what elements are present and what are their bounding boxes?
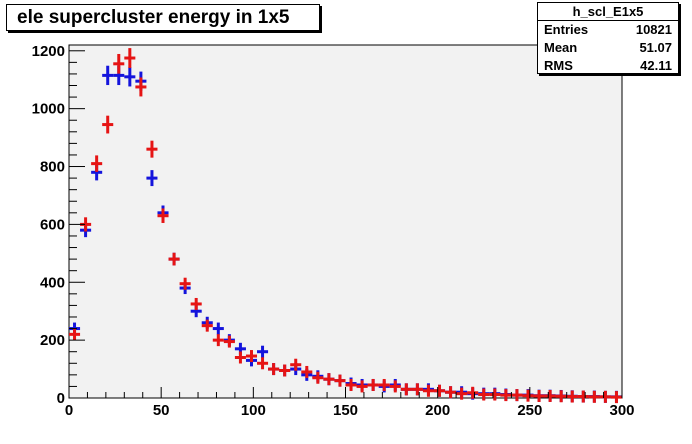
data-point [157, 208, 169, 223]
data-point [257, 357, 269, 370]
data-point [168, 252, 180, 266]
stats-value: 51.07 [639, 40, 672, 55]
data-point [345, 378, 357, 391]
data-point [146, 170, 158, 187]
data-point [279, 364, 291, 377]
data-point [290, 358, 302, 371]
data-point [544, 389, 556, 402]
y-tick-label: 1000 [32, 101, 65, 118]
data-point [577, 390, 589, 403]
data-point [323, 373, 335, 386]
data-point [422, 384, 434, 397]
data-point [301, 365, 313, 378]
chart-title: ele supercluster energy in 1x5 [17, 7, 290, 28]
data-point [91, 155, 103, 172]
data-point [212, 322, 224, 335]
data-point [533, 389, 545, 402]
data-point [257, 345, 269, 358]
data-point [467, 386, 479, 399]
data-point [124, 48, 136, 68]
x-tick-label: 200 [425, 402, 450, 419]
y-tick-label: 800 [40, 159, 65, 176]
title-box: ele supercluster energy in 1x5 [6, 4, 320, 31]
stats-label: Mean [544, 40, 578, 55]
stats-label: RMS [544, 58, 573, 73]
y-tick-label: 1200 [32, 43, 65, 60]
data-point [400, 383, 412, 396]
data-point [566, 390, 578, 403]
data-point [356, 380, 368, 393]
stats-box: h_scl_E1x5 Entries 10821 Mean 51.07 RMS … [537, 2, 679, 74]
data-point [367, 378, 379, 391]
x-axis: 0 50 100 150 200 250 300 [65, 387, 635, 419]
data-point [102, 65, 114, 86]
data-point [135, 77, 147, 97]
data-point [234, 351, 246, 364]
data-point [334, 374, 346, 387]
data-point [124, 67, 136, 87]
data-point [389, 380, 401, 393]
data-point [489, 388, 501, 401]
data-point [599, 390, 611, 403]
stats-histogram-name: h_scl_E1x5 [538, 3, 678, 21]
data-point [610, 391, 622, 404]
y-tick-label: 400 [40, 274, 65, 291]
data-markers [69, 48, 622, 404]
x-tick-label: 150 [333, 402, 358, 419]
data-point [113, 53, 125, 74]
data-point [522, 389, 534, 402]
data-point [478, 388, 490, 401]
data-point [411, 383, 423, 396]
data-point [456, 387, 468, 400]
data-point [102, 115, 114, 134]
data-point [146, 140, 158, 158]
data-point [500, 389, 512, 402]
data-point [511, 389, 523, 402]
data-point [268, 363, 280, 376]
data-point [190, 297, 202, 310]
y-tick-label: 0 [57, 390, 65, 407]
y-axis: 0 200 400 600 800 1000 1200 [32, 43, 85, 407]
x-tick-label: 300 [609, 402, 634, 419]
plot-frame [68, 44, 623, 399]
stats-value: 10821 [635, 22, 672, 37]
data-point [223, 335, 235, 348]
data-point [245, 350, 258, 363]
data-point [69, 328, 81, 341]
data-point [445, 386, 457, 399]
data-point [555, 390, 567, 403]
stats-row-mean: Mean 51.07 [538, 39, 678, 57]
stats-value: 42.11 [640, 58, 672, 73]
stats-row-entries: Entries 10821 [538, 21, 678, 39]
data-point [179, 277, 191, 290]
data-point [433, 384, 446, 397]
x-tick-label: 100 [241, 402, 266, 419]
data-point [588, 390, 600, 403]
y-tick-label: 200 [40, 332, 65, 349]
y-tick-label: 600 [40, 216, 65, 233]
stats-row-rms: RMS 42.11 [538, 57, 678, 75]
stats-label: Entries [544, 22, 589, 37]
x-tick-label: 50 [153, 402, 170, 419]
data-point [212, 334, 224, 347]
data-point [201, 319, 213, 332]
data-point [378, 378, 390, 391]
data-point [312, 371, 324, 384]
x-tick-label: 250 [517, 402, 542, 419]
x-tick-label: 0 [65, 402, 73, 419]
